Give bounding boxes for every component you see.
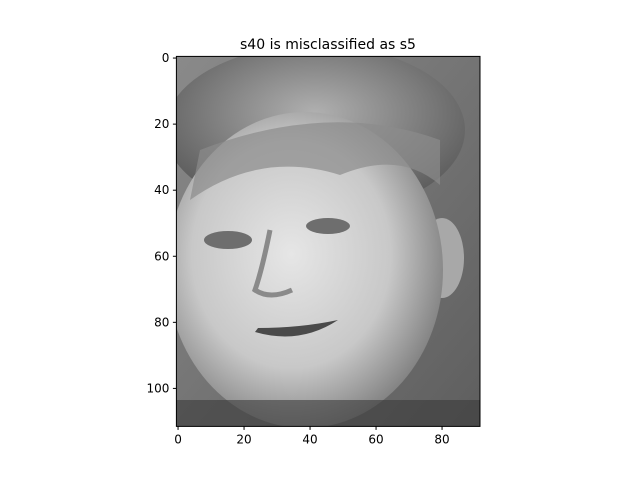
x-tick-label: 0	[174, 432, 182, 446]
mouth	[255, 320, 338, 337]
x-tick-label: 40	[302, 432, 317, 446]
eye	[306, 218, 350, 234]
chart-title: s40 is misclassified as s5	[240, 37, 416, 53]
x-tick-label: 60	[368, 432, 383, 446]
y-tick-label: 0	[162, 51, 170, 65]
y-tick-label: 40	[154, 183, 169, 197]
y-tick-label: 100	[146, 381, 169, 395]
eye	[204, 231, 252, 249]
face	[176, 112, 443, 427]
collar	[176, 400, 480, 427]
image	[176, 56, 480, 427]
x-tick-label: 80	[434, 432, 449, 446]
hair-fringe	[190, 122, 440, 200]
y-tick-label: 60	[154, 249, 169, 263]
y-tick-label: 20	[154, 117, 169, 131]
y-tick-label: 80	[154, 315, 169, 329]
nose	[251, 229, 294, 298]
x-tick-label: 20	[236, 432, 251, 446]
axes-frame	[175, 55, 481, 427]
